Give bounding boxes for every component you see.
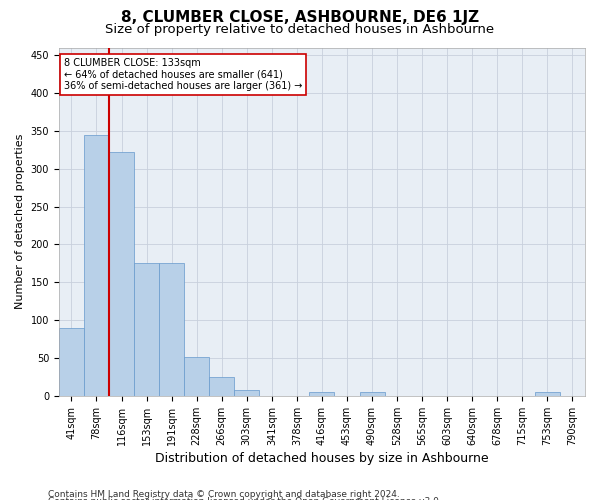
Bar: [310, 392, 334, 396]
Text: 8 CLUMBER CLOSE: 133sqm
← 64% of detached houses are smaller (641)
36% of semi-d: 8 CLUMBER CLOSE: 133sqm ← 64% of detache…: [64, 58, 302, 91]
Bar: [209, 377, 234, 396]
Bar: [535, 392, 560, 396]
Bar: [184, 356, 209, 396]
Bar: [234, 390, 259, 396]
Bar: [109, 152, 134, 396]
Y-axis label: Number of detached properties: Number of detached properties: [15, 134, 25, 310]
Bar: [84, 134, 109, 396]
Text: Size of property relative to detached houses in Ashbourne: Size of property relative to detached ho…: [106, 22, 494, 36]
Text: Contains HM Land Registry data © Crown copyright and database right 2024.: Contains HM Land Registry data © Crown c…: [48, 490, 400, 499]
Text: 8, CLUMBER CLOSE, ASHBOURNE, DE6 1JZ: 8, CLUMBER CLOSE, ASHBOURNE, DE6 1JZ: [121, 10, 479, 25]
X-axis label: Distribution of detached houses by size in Ashbourne: Distribution of detached houses by size …: [155, 452, 489, 465]
Text: Contains public sector information licensed under the Open Government Licence v3: Contains public sector information licen…: [48, 497, 442, 500]
Bar: [134, 264, 159, 396]
Bar: [59, 328, 84, 396]
Bar: [159, 264, 184, 396]
Bar: [359, 392, 385, 396]
